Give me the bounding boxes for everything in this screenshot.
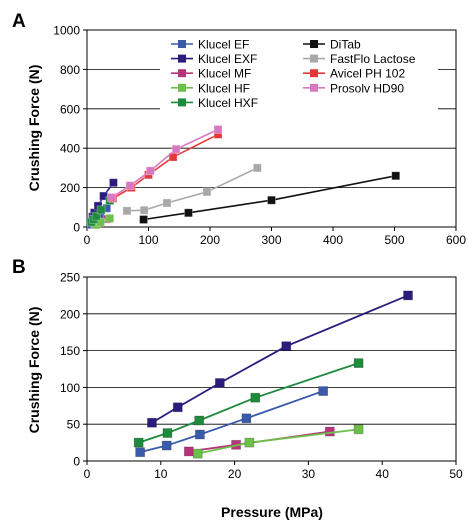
y-tick-label: 250 xyxy=(60,271,80,285)
legend-label-prosolv-hd90: Prosolv HD90 xyxy=(330,81,404,95)
data-point-klucel-hxf xyxy=(194,415,205,426)
y-tick-label: 1000 xyxy=(53,24,80,38)
x-tick-label: 600 xyxy=(446,233,466,247)
data-point-klucel-hxf xyxy=(353,358,364,369)
legend-label-klucel-hxf: Klucel HXF xyxy=(198,96,258,110)
x-tick-label: 500 xyxy=(384,233,404,247)
y-tick-label: 200 xyxy=(60,181,80,195)
data-point-klucel-ef xyxy=(161,440,172,451)
panel-b-x-axis-title: Pressure (MPa) xyxy=(221,504,323,520)
data-point-klucel-exf xyxy=(147,417,157,428)
x-tick-label: 100 xyxy=(138,233,158,247)
data-point-prosolv-hd90 xyxy=(125,181,135,191)
legend-label-klucel-hf: Klucel HF xyxy=(198,81,250,95)
series-line-klucel-exf xyxy=(151,294,409,424)
data-point-klucel-hxf xyxy=(133,437,144,448)
data-point-klucel-hxf xyxy=(91,211,101,221)
x-tick-label: 200 xyxy=(200,233,220,247)
data-point-prosolv-hd90 xyxy=(213,125,223,134)
data-point-fastflo-lactose xyxy=(252,163,262,173)
data-point-klucel-exf xyxy=(214,378,225,388)
data-point-klucel-hf xyxy=(353,424,364,435)
y-tick-label: 100 xyxy=(60,381,80,395)
data-point-klucel-ef xyxy=(241,413,252,424)
y-tick-label: 150 xyxy=(60,344,80,358)
data-point-prosolv-hd90 xyxy=(107,193,116,202)
legend-marker-klucel-hxf xyxy=(178,98,186,107)
legend-marker-ditab xyxy=(310,40,318,48)
data-point-klucel-exf xyxy=(172,402,183,413)
y-tick-label: 0 xyxy=(73,221,80,235)
panel-a-label: A xyxy=(12,11,26,32)
y-tick-label: 200 xyxy=(60,307,80,321)
legend-marker-klucel-mf xyxy=(178,69,186,78)
y-tick-label: 400 xyxy=(60,142,80,156)
x-tick-label: 20 xyxy=(228,467,242,481)
x-tick-label: 300 xyxy=(261,233,281,247)
data-point-klucel-ef xyxy=(195,429,205,440)
panel-b-chart: 0 50 100 150 200 250 0 10 20 30 40 50 xyxy=(60,271,463,482)
data-point-klucel-hf xyxy=(244,437,255,448)
data-point-prosolv-hd90 xyxy=(171,144,181,154)
data-point-ditab xyxy=(391,171,401,181)
legend-label-klucel-ef: Klucel EF xyxy=(198,38,249,52)
x-tick-label: 0 xyxy=(84,233,91,247)
data-point-klucel-hf xyxy=(192,448,203,459)
panel-b-y-axis-title: Crushing Force (N) xyxy=(26,307,42,434)
legend-label-klucel-exf: Klucel EXF xyxy=(198,52,257,66)
legend-background xyxy=(160,33,438,113)
y-tick-label: 0 xyxy=(73,455,80,469)
legend-marker-fastflo-lactose xyxy=(310,54,318,63)
panel-a-chart: 0 200 400 600 800 1000 0 100 200 300 400 500 600 Kluc… xyxy=(53,24,466,248)
legend-marker-avicel-ph-102 xyxy=(310,69,318,78)
panel-a-y-axis-title: Crushing Force (N) xyxy=(26,65,42,192)
data-point-klucel-ef xyxy=(318,386,329,396)
data-point-klucel-exf xyxy=(281,341,292,352)
data-point-klucel-hxf xyxy=(162,428,173,438)
data-point-klucel-exf xyxy=(403,290,413,301)
series-line-klucel-hf xyxy=(197,428,359,455)
legend-label-klucel-mf: Klucel MF xyxy=(198,67,251,81)
data-point-klucel-hxf xyxy=(96,205,106,215)
data-point-klucel-hxf xyxy=(250,392,261,403)
legend-label-avicel-ph-102: Avicel PH 102 xyxy=(330,67,405,81)
legend-label-ditab: DiTab xyxy=(330,38,361,52)
legend-label-fastflo-lactose: FastFlo Lactose xyxy=(330,52,416,66)
legend-marker-klucel-hf xyxy=(178,83,186,92)
data-point-fastflo-lactose xyxy=(202,187,212,197)
y-tick-label: 600 xyxy=(60,102,80,116)
data-point-klucel-exf xyxy=(109,178,118,188)
panel-b-label: B xyxy=(12,257,26,278)
series-line-ditab xyxy=(143,174,396,221)
x-tick-label: 10 xyxy=(154,467,168,481)
plot-frame xyxy=(86,276,457,462)
data-point-fastflo-lactose xyxy=(162,198,172,208)
data-point-klucel-hf xyxy=(105,213,115,223)
data-point-prosolv-hd90 xyxy=(145,166,155,176)
x-tick-label: 400 xyxy=(323,233,343,247)
x-tick-label: 50 xyxy=(449,467,463,481)
data-point-klucel-ef xyxy=(135,447,146,458)
legend-marker-klucel-ef xyxy=(178,40,186,48)
data-point-fastflo-lactose xyxy=(139,205,149,215)
y-tick-label: 800 xyxy=(60,63,80,77)
data-point-ditab xyxy=(139,215,148,224)
data-point-fastflo-lactose xyxy=(122,206,132,216)
data-point-ditab xyxy=(184,208,193,218)
x-tick-label: 40 xyxy=(376,467,390,481)
legend-marker-klucel-exf xyxy=(178,54,186,63)
x-tick-label: 0 xyxy=(84,467,91,481)
legend-marker-prosolv-hd90 xyxy=(310,83,318,92)
data-point-klucel-mf xyxy=(183,446,194,457)
data-point-ditab xyxy=(267,195,276,205)
x-tick-label: 30 xyxy=(302,467,316,481)
y-tick-label: 50 xyxy=(67,418,81,432)
